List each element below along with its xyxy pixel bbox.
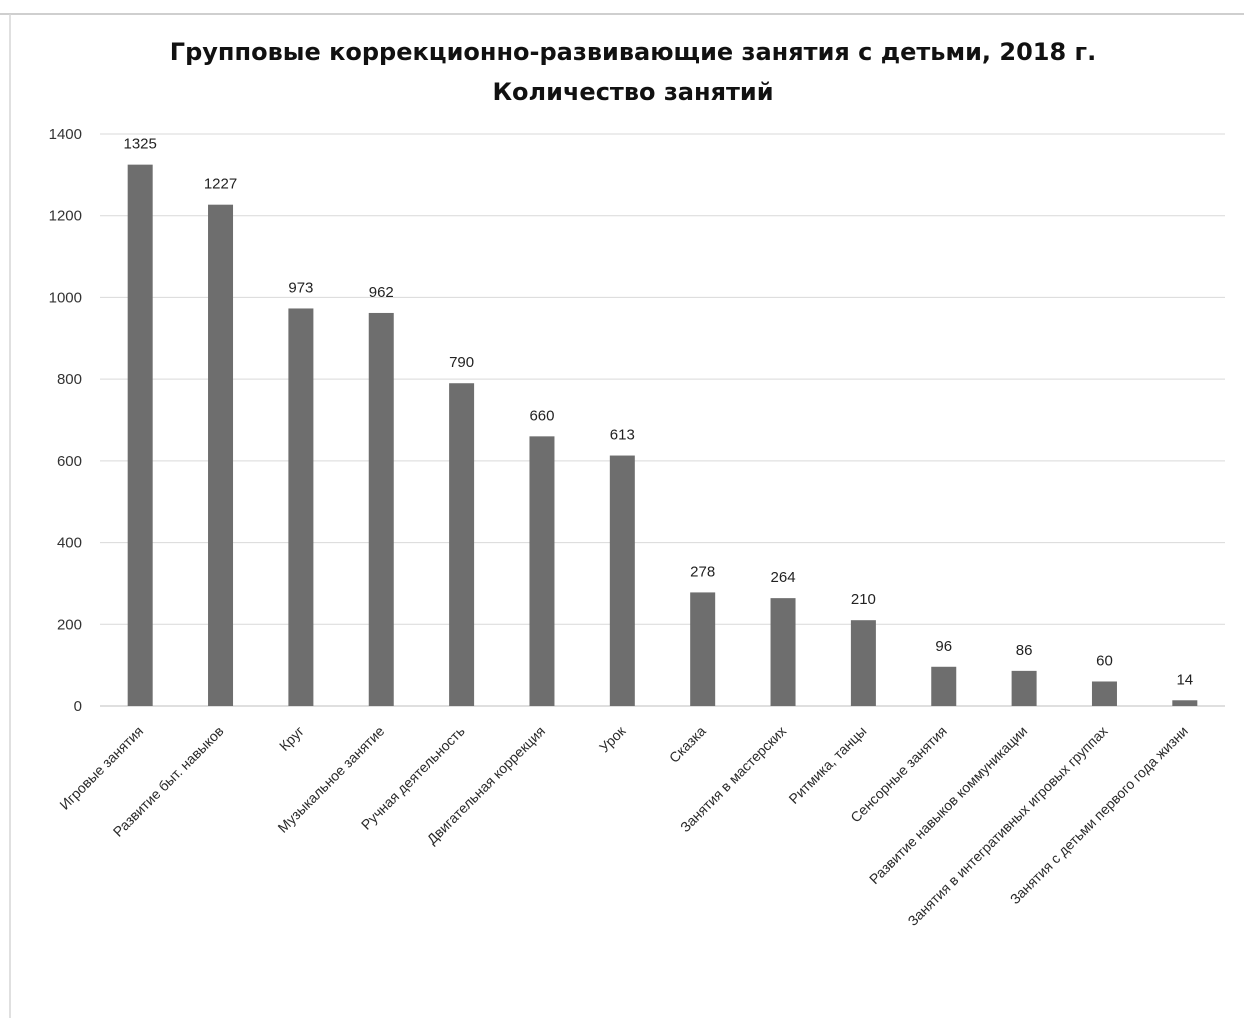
- bar: [449, 383, 475, 706]
- data-labels: 1325 1227 973 962 790 660 613 278 264 210 96 86 60 14: [123, 136, 1193, 689]
- bar: [931, 666, 957, 706]
- bar: [1091, 681, 1117, 706]
- data-label: 210: [851, 591, 876, 608]
- bar: [1172, 700, 1198, 706]
- category-label: Сказка: [666, 723, 709, 766]
- data-label: 60: [1096, 652, 1113, 669]
- data-label: 613: [610, 427, 635, 444]
- chart-title: Групповые коррекционно-развивающие занят…: [170, 38, 1096, 66]
- category-label: Ритмика, танцы: [785, 723, 869, 807]
- data-label: 790: [449, 354, 474, 371]
- category-label: Занятия с детьми первого года жизни: [1007, 723, 1191, 907]
- data-label: 278: [690, 563, 715, 580]
- category-label: Развитие навыков коммуникации: [866, 723, 1030, 887]
- category-label: Круг: [276, 723, 307, 754]
- y-tick-label: 600: [57, 453, 82, 470]
- data-label: 1227: [204, 176, 237, 193]
- y-axis-tick-labels: 0 200 400 600 800 1000 1200 1400: [49, 126, 82, 715]
- y-tick-label: 400: [57, 535, 82, 552]
- data-label: 973: [288, 279, 313, 296]
- bars: [127, 164, 1198, 707]
- bar: [1011, 670, 1037, 706]
- data-label: 14: [1176, 671, 1193, 688]
- category-label: Урок: [596, 722, 629, 755]
- bar: [368, 312, 394, 706]
- y-tick-label: 0: [74, 698, 82, 715]
- y-tick-label: 1400: [49, 126, 82, 143]
- data-label: 660: [529, 407, 554, 424]
- chart-subtitle: Количество занятий: [492, 78, 773, 106]
- y-tick-label: 1000: [49, 289, 82, 306]
- bar: [609, 455, 635, 706]
- y-tick-label: 200: [57, 616, 82, 633]
- bar: [529, 436, 555, 706]
- bar: [690, 592, 716, 706]
- y-tick-label: 1200: [49, 208, 82, 225]
- y-tick-label: 800: [57, 371, 82, 388]
- bar: [208, 204, 234, 706]
- data-label: 962: [369, 284, 394, 301]
- bar: [288, 308, 314, 706]
- bar: [127, 164, 153, 707]
- gridlines: [100, 133, 1225, 707]
- data-label: 1325: [123, 136, 156, 153]
- data-label: 96: [935, 638, 952, 655]
- bar: [850, 620, 876, 706]
- category-label: Игровые занятия: [56, 723, 146, 813]
- bar: [770, 598, 796, 706]
- data-label: 86: [1016, 642, 1033, 659]
- data-label: 264: [771, 569, 796, 586]
